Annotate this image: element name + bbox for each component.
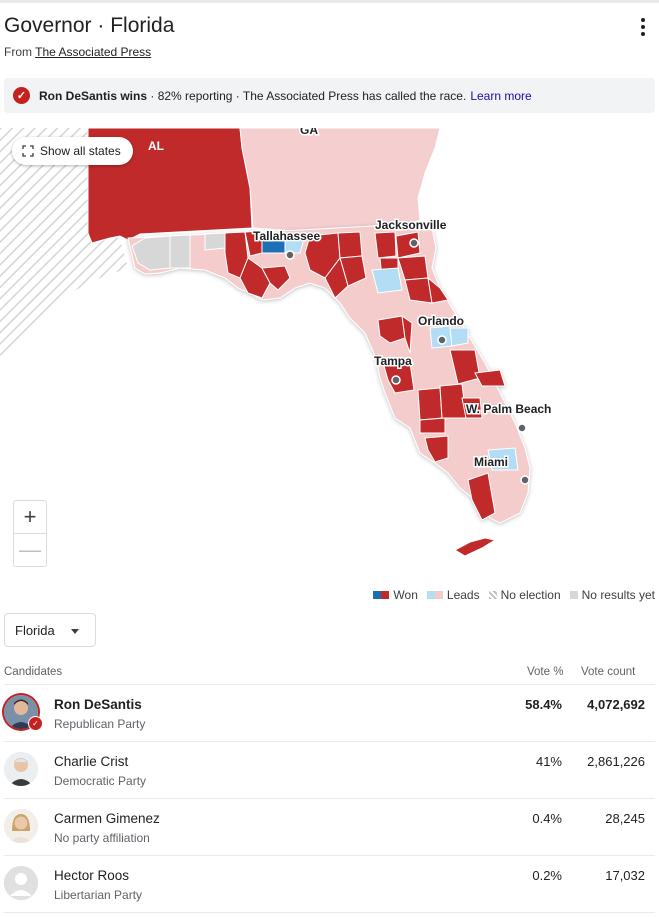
no-election-region xyxy=(0,128,128,356)
legend-won: Won xyxy=(373,588,418,602)
source-line: From The Associated Press xyxy=(4,45,151,59)
vote-count: 4,072,692 xyxy=(587,697,645,712)
city-dot-miami xyxy=(520,475,530,485)
candidate-name: Charlie Crist xyxy=(54,754,129,769)
header-candidates: Candidates xyxy=(4,666,63,678)
zoom-in-button[interactable]: + xyxy=(23,504,37,529)
state-georgia[interactable] xyxy=(239,128,441,232)
top-divider xyxy=(0,0,659,3)
city-label-orlando: Orlando xyxy=(418,314,464,328)
city-dot-tallahassee xyxy=(285,250,295,260)
vote-count: 28,245 xyxy=(605,811,645,826)
legend-no-election-label: No election xyxy=(500,588,561,602)
table-row[interactable]: Carmen Gimenez No party affiliation 0.4%… xyxy=(4,798,655,855)
vote-percent: 0.2% xyxy=(532,868,562,883)
page-title: Governor · Florida xyxy=(4,14,175,37)
candidate-avatar xyxy=(4,695,38,729)
city-label-west-palm-beach: W. Palm Beach xyxy=(466,402,551,416)
candidate-party: Republican Party xyxy=(54,717,146,731)
florida-counties[interactable] xyxy=(127,223,531,524)
winner-check-icon: ✓ xyxy=(28,716,43,731)
region-select[interactable]: Florida xyxy=(4,613,96,647)
learn-more-link[interactable]: Learn more xyxy=(470,88,532,103)
source-link[interactable]: The Associated Press xyxy=(35,45,152,59)
state-label-al: AL xyxy=(148,139,164,153)
legend-leads-label: Leads xyxy=(446,588,480,602)
vote-percent: 0.4% xyxy=(532,811,562,826)
candidate-avatar-placeholder xyxy=(4,866,38,900)
legend-won-label: Won xyxy=(393,588,418,602)
candidate-avatar xyxy=(4,752,38,786)
legend-no-results-label: No results yet xyxy=(581,588,655,602)
florida-keys[interactable] xyxy=(453,537,497,557)
table-bottom-divider xyxy=(4,912,655,913)
vote-count: 2,861,226 xyxy=(587,754,645,769)
city-dot-tampa xyxy=(391,375,401,385)
legend-no-election: No election xyxy=(488,588,561,602)
check-circle-icon: ✓ xyxy=(13,87,30,104)
county-map[interactable]: GA AL xyxy=(0,128,659,578)
header-vote-count: Vote count xyxy=(581,666,636,678)
state-label-ga: GA xyxy=(300,128,318,137)
winner-text: Ron DeSantis wins xyxy=(39,88,148,103)
city-label-jacksonville: Jacksonville xyxy=(375,218,447,232)
table-row[interactable]: Charlie Crist Democratic Party 41% 2,861… xyxy=(4,741,655,798)
legend-leads: Leads xyxy=(426,588,480,602)
candidate-name: Carmen Gimenez xyxy=(54,811,160,826)
city-label-tallahassee: Tallahassee xyxy=(253,229,320,243)
vote-percent: 58.4% xyxy=(525,697,562,712)
table-row[interactable]: ✓ Ron DeSantis Republican Party 58.4% 4,… xyxy=(4,684,655,741)
city-label-tampa: Tampa xyxy=(374,354,412,368)
map-legend: Won Leads No election No results yet xyxy=(373,588,655,602)
show-all-states-button[interactable]: Show all states xyxy=(12,137,133,165)
candidate-party: Libertarian Party xyxy=(54,888,143,902)
expand-icon xyxy=(22,145,34,157)
race-called-banner: ✓ Ron DeSantis wins · 82% reporting · Th… xyxy=(4,78,655,113)
candidate-party: Democratic Party xyxy=(54,774,147,788)
candidate-name: Ron DeSantis xyxy=(54,697,142,712)
source-prefix: From xyxy=(4,45,36,59)
zoom-controls: + — xyxy=(13,500,47,567)
city-dot-west-palm-beach xyxy=(517,423,527,433)
vote-count: 17,032 xyxy=(605,868,645,883)
candidate-avatar xyxy=(4,809,38,843)
city-dot-orlando xyxy=(437,335,447,345)
city-dot-jacksonville xyxy=(409,238,419,248)
dropdown-arrow-icon xyxy=(71,629,79,634)
zoom-out-button[interactable]: — xyxy=(14,533,46,566)
banner-detail: · 82% reporting · The Associated Press h… xyxy=(150,88,467,103)
legend-no-results: No results yet xyxy=(569,588,655,602)
candidate-name: Hector Roos xyxy=(54,868,130,883)
header-vote-pct: Vote % xyxy=(527,666,564,678)
candidate-party: No party affiliation xyxy=(54,831,150,845)
table-row[interactable]: Hector Roos Libertarian Party 0.2% 17,03… xyxy=(4,855,655,912)
more-options-icon[interactable] xyxy=(634,16,652,38)
region-select-value: Florida xyxy=(15,622,55,638)
city-label-miami: Miami xyxy=(474,455,508,469)
vote-percent: 41% xyxy=(535,754,562,769)
show-all-states-label: Show all states xyxy=(40,144,121,158)
